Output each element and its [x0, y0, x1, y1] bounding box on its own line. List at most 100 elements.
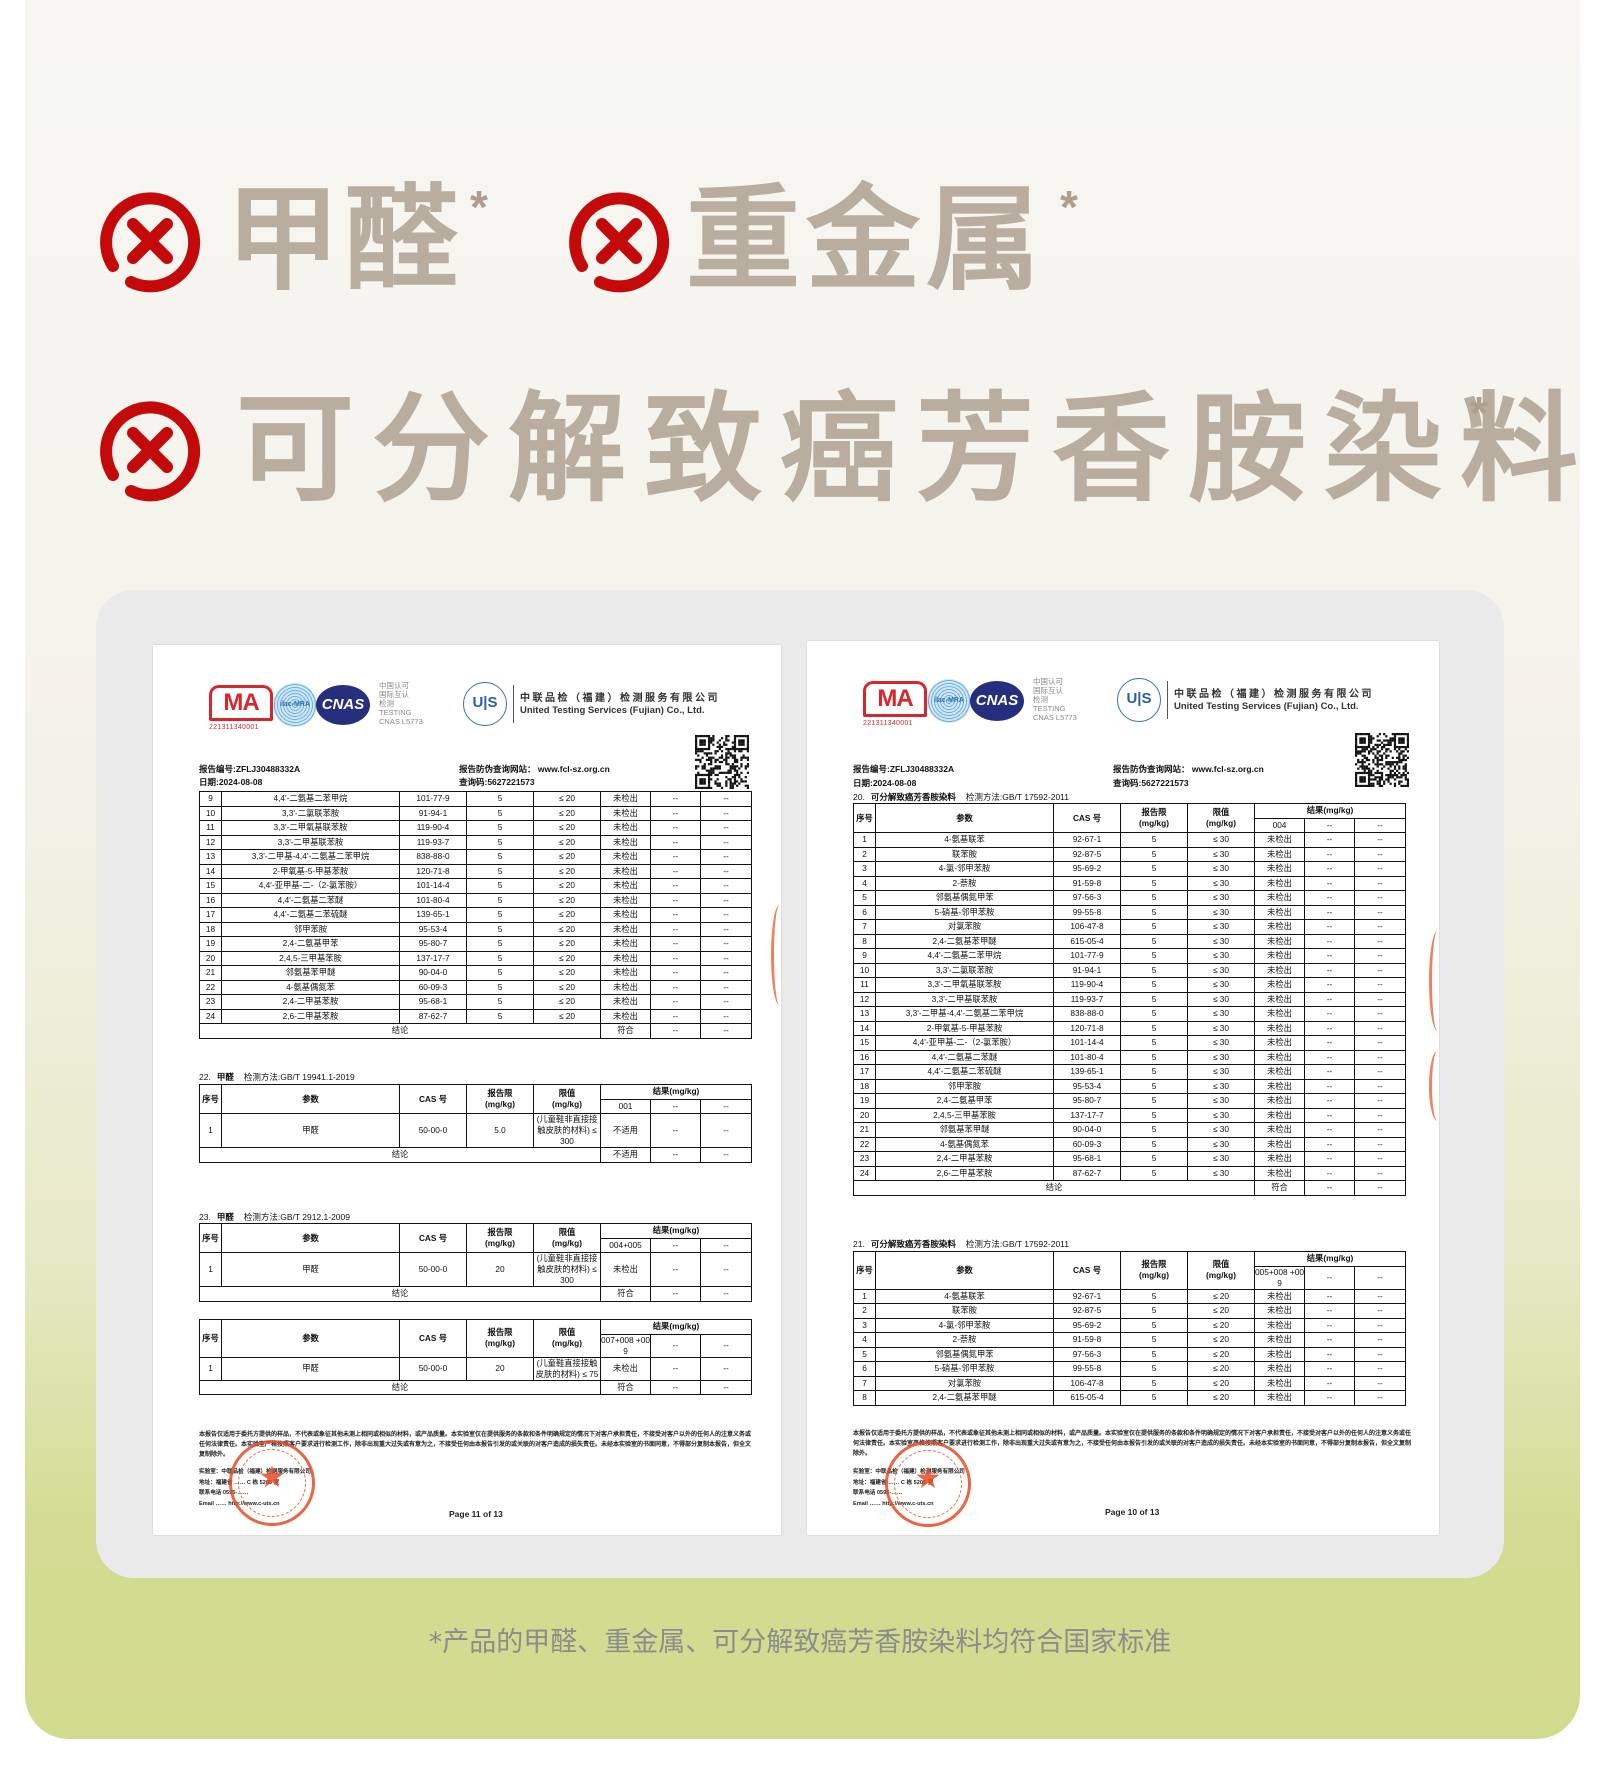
table-row: 12 3,3'-二甲基联苯胺 119-93-7 5 ≤ 20 未检出 -- -- [199, 834, 752, 850]
qr-module [727, 756, 730, 759]
cell-result-2: -- [1304, 1375, 1355, 1391]
qr-module [733, 778, 737, 781]
acc-line: 国际互认 [1033, 686, 1063, 695]
cell-result-2: -- [1304, 846, 1355, 862]
table-row: 7 对氯苯胺 106-47-8 5 ≤ 20 未检出 -- -- [853, 1375, 1406, 1391]
qr-module [712, 767, 715, 770]
cell-cas: 119-90-4 [1053, 977, 1121, 993]
qr-module [707, 776, 711, 779]
qr-code-icon[interactable] [1355, 733, 1409, 787]
cell-param: 2,4-二甲基苯胺 [221, 994, 400, 1010]
cell-param: 3,3'-二甲氧基联苯胺 [875, 977, 1054, 993]
company-name-cn: 中联品检（福建）检测服务有限公司 [520, 693, 720, 704]
qr-module [1389, 765, 1392, 768]
cell-no: 10 [853, 962, 876, 978]
qr-module [725, 776, 728, 779]
qr-module [1393, 737, 1397, 740]
qr-module [1398, 782, 1401, 785]
qr-module [736, 780, 739, 783]
qr-module [1396, 776, 1399, 779]
qr-module [1367, 735, 1371, 738]
header-cas: CAS 号 [399, 1223, 467, 1253]
qr-module [710, 786, 713, 789]
cell-report-limit: 5 [1120, 1049, 1188, 1065]
qr-module [1391, 774, 1394, 777]
qr-module [742, 754, 745, 757]
verification-website: 报告防伪查询网站： www.fcl-sz.org.cn [459, 764, 610, 774]
qr-module [716, 765, 719, 768]
qr-module [1385, 774, 1388, 777]
header-no: 序号 [199, 1223, 222, 1253]
qr-module [1357, 761, 1360, 764]
conclusion-cell: -- [700, 1023, 752, 1039]
qr-module [1359, 765, 1362, 768]
qr-module [1380, 776, 1384, 779]
qr-module [1406, 743, 1409, 747]
cell-param: 4-氨基联苯 [875, 832, 1054, 848]
cell-no: 13 [853, 1006, 876, 1022]
cell-report-limit: 5 [1120, 977, 1188, 993]
cell-result-3: -- [1354, 1136, 1406, 1152]
qr-module [1406, 778, 1409, 781]
qr-module [1385, 743, 1388, 747]
cell-result: 未检出 [600, 979, 651, 995]
qr-module [733, 743, 737, 746]
qr-module [740, 747, 743, 751]
qr-module [1367, 745, 1371, 749]
cell-result-2: -- [650, 921, 701, 937]
cell-result-2: -- [650, 950, 701, 966]
qr-module [714, 750, 717, 753]
unit-label: (mg/kg) [552, 1238, 582, 1248]
cell-limit: ≤ 20 [1187, 1361, 1255, 1377]
qr-module [1393, 765, 1397, 768]
cell-param: 甲醛 [221, 1356, 400, 1381]
conclusion-cell: -- [650, 1023, 701, 1039]
qr-module [705, 773, 709, 777]
cell-result: 未检出 [600, 878, 651, 894]
cell-report-limit: 5 [1120, 991, 1188, 1007]
cell-cas: 99-55-8 [1053, 1361, 1121, 1377]
qr-module [733, 782, 737, 785]
qr-module [707, 773, 711, 777]
cell-cas: 615-05-4 [1053, 1390, 1121, 1406]
cell-limit: ≤ 20 [533, 950, 601, 966]
qr-module [697, 758, 700, 761]
cell-limit: ≤ 30 [1187, 948, 1255, 964]
qr-module [1359, 741, 1362, 744]
conclusion-cell: -- [1304, 1180, 1355, 1196]
cell-report-limit: 5 [466, 834, 534, 850]
cell-report-limit: 5 [1120, 1006, 1188, 1022]
cell-result-2: -- [1304, 1049, 1355, 1065]
cell-no: 18 [199, 921, 222, 937]
qr-module [1385, 735, 1388, 738]
qr-module [1396, 745, 1399, 749]
cell-no: 6 [853, 904, 876, 920]
qr-module [1376, 745, 1379, 749]
company-name-cn: 中联品检（福建）检测服务有限公司 [1174, 689, 1374, 700]
headline-formaldehyde: 甲醛 [226, 173, 463, 306]
qr-module [1402, 774, 1405, 777]
sample-id-cell: -- [700, 1098, 752, 1114]
cell-result-2: -- [650, 1252, 701, 1287]
cell-result: 未检出 [1254, 919, 1305, 935]
table-row: 1 甲醛 50-00-0 5.0 (儿童鞋非直接接触皮肤的材料) ≤ 300 不适用 -- -… [199, 1113, 752, 1148]
cell-limit: ≤ 20 [1187, 1332, 1255, 1348]
qr-module [1367, 739, 1371, 742]
cell-param: 4-氨基联苯 [875, 1288, 1054, 1304]
qr-module [707, 745, 711, 749]
qr-module [695, 778, 698, 781]
cell-param: 3,3'-二甲氧基联苯胺 [221, 820, 400, 836]
qr-module [1376, 761, 1379, 764]
qr-module [1380, 763, 1384, 766]
cell-report-limit: 5 [1120, 962, 1188, 978]
qr-module [705, 754, 709, 757]
cell-result: 未检出 [600, 921, 651, 937]
cnas-logo: CNAS [316, 685, 370, 725]
qr-module [1367, 737, 1371, 740]
header-report-limit: 报告限 (mg/kg) [466, 1223, 534, 1253]
qr-code-icon[interactable] [695, 735, 749, 789]
qr-module [1404, 748, 1407, 751]
cell-limit: ≤ 20 [1187, 1303, 1255, 1319]
cell-report-limit: 5 [466, 950, 534, 966]
qr-module [1372, 778, 1375, 781]
